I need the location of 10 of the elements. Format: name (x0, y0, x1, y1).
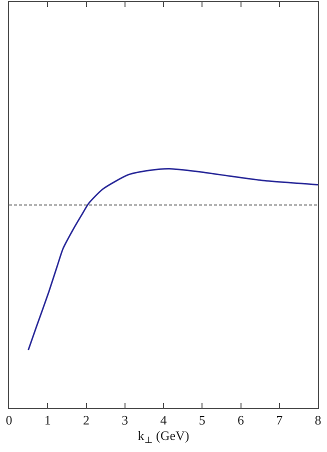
x-tick-label: 7 (276, 412, 284, 428)
x-tick-label: 5 (198, 412, 206, 428)
x-tick-label: 2 (83, 412, 90, 428)
x-axis-title: k$_{⊥}$ (GeV) (138, 428, 190, 445)
x-tick-label: 3 (122, 412, 128, 428)
x-tick-label: 4 (160, 412, 168, 428)
x-tick-label: 0 (6, 412, 12, 428)
x-tick-label: 8 (314, 412, 322, 428)
x-tick-label: 6 (238, 412, 244, 428)
x-tick-label: 1 (44, 412, 51, 428)
